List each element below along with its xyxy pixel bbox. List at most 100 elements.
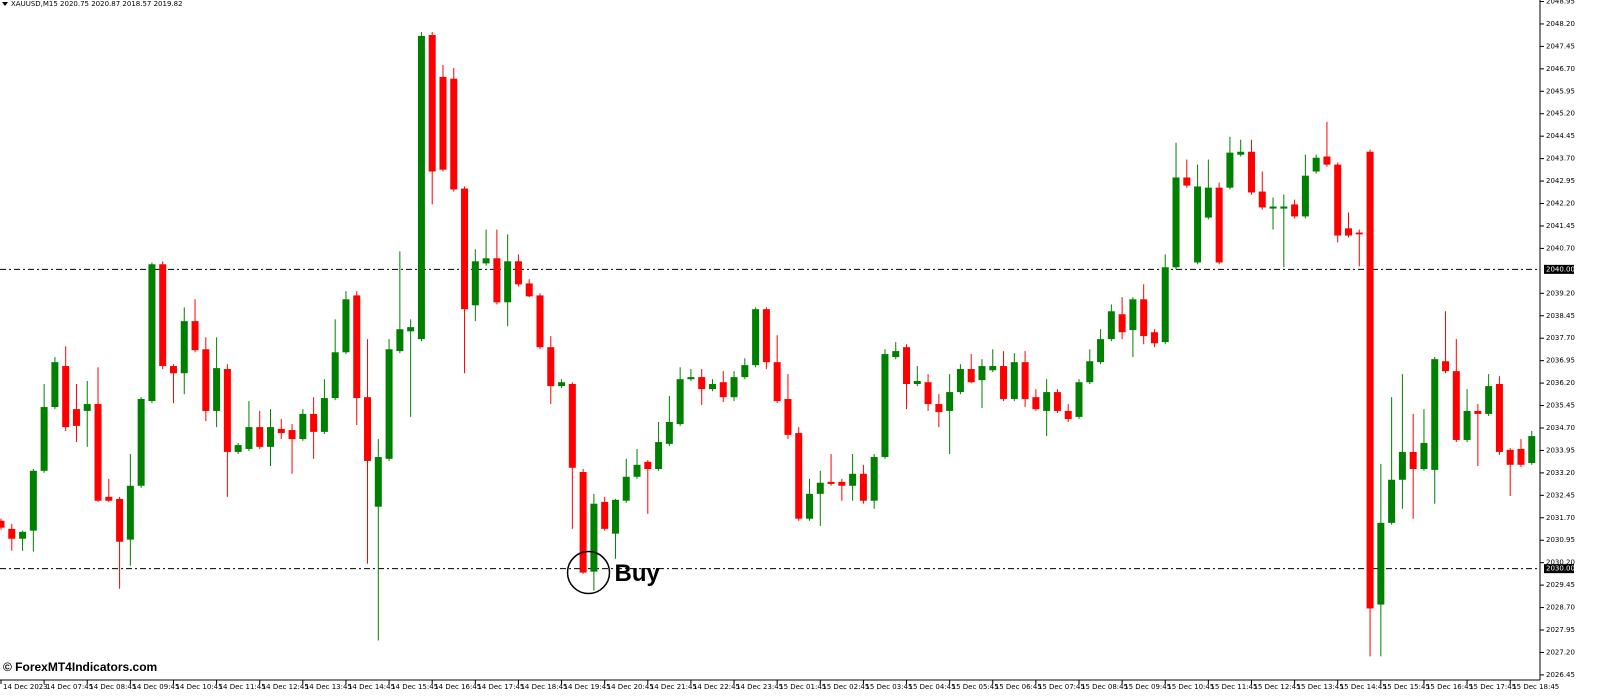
candle-body <box>827 481 835 484</box>
candle-body <box>1000 366 1008 399</box>
candle-body <box>676 379 684 425</box>
candle-body <box>989 366 997 371</box>
candle-body <box>256 427 264 447</box>
candle-body <box>881 354 889 458</box>
candle-body <box>1452 371 1460 440</box>
y-tick-label: 2039.20 <box>1546 289 1575 297</box>
y-tick-label: 2043.70 <box>1546 155 1575 163</box>
x-tick-label: 15 Dec 16:45 <box>1426 683 1473 691</box>
candle-body <box>773 362 781 402</box>
candle-body <box>547 347 555 387</box>
candle-body <box>1495 383 1503 452</box>
candle-body <box>1097 339 1105 363</box>
candle-body <box>1377 522 1385 605</box>
y-tick-label: 2034.70 <box>1546 424 1575 432</box>
candle-body <box>94 404 102 501</box>
candle-body <box>223 369 231 452</box>
x-tick-label: 14 Dec 23:45 <box>736 683 783 691</box>
candle-body <box>633 464 641 477</box>
candle-body <box>611 499 619 534</box>
candle-body <box>331 352 339 399</box>
candle-body <box>1431 359 1439 470</box>
y-tick-label: 2045.95 <box>1546 87 1575 95</box>
x-tick-label: 15 Dec 01:45 <box>779 683 826 691</box>
candle-body <box>1355 232 1363 235</box>
candle-body <box>1334 164 1342 236</box>
candle-body <box>245 427 253 449</box>
candle-body <box>1086 361 1094 383</box>
candle-body <box>1301 175 1309 217</box>
price-label: 2040.00 <box>1546 265 1575 273</box>
candle-body <box>1258 191 1266 208</box>
y-tick-label: 2027.95 <box>1546 626 1575 634</box>
candle-body <box>536 295 544 348</box>
y-tick-label: 2047.45 <box>1546 42 1575 50</box>
candle-body <box>795 433 803 519</box>
x-tick-label: 14 Dec 13:45 <box>305 683 352 691</box>
x-tick-label: 15 Dec 09:45 <box>1124 683 1171 691</box>
x-tick-label: 14 Dec 21:45 <box>650 683 697 691</box>
candle-body <box>784 398 792 435</box>
candle-body <box>558 382 566 387</box>
x-tick-label: 14 Dec 20:45 <box>607 683 654 691</box>
candle-body <box>1183 177 1191 186</box>
annotation-text: Buy <box>615 560 661 587</box>
candle-body <box>1140 299 1148 337</box>
x-tick-label: 15 Dec 10:45 <box>1167 683 1214 691</box>
x-tick-label: 14 Dec 10:45 <box>175 683 222 691</box>
x-tick-label: 14 Dec 09:45 <box>132 683 179 691</box>
x-tick-label: 14 Dec 14:45 <box>348 683 395 691</box>
candle-body <box>116 498 124 542</box>
x-tick-label: 14 Dec 12:45 <box>262 683 309 691</box>
y-tick-label: 2028.70 <box>1546 604 1575 612</box>
candle-body <box>1366 151 1374 609</box>
candle-body <box>461 188 469 310</box>
candle-body <box>601 501 609 529</box>
candle-body <box>1528 436 1536 464</box>
y-tick-label: 2038.45 <box>1546 312 1575 320</box>
x-tick-label: 14 Dec 17:45 <box>477 683 524 691</box>
candle-body <box>62 366 70 428</box>
candle-body <box>493 258 501 303</box>
y-tick-label: 2026.45 <box>1546 671 1575 679</box>
candle-body <box>698 377 706 390</box>
candle-body <box>482 258 490 264</box>
annotation-circle <box>566 550 611 595</box>
candle-body <box>288 430 296 440</box>
candle-body <box>364 397 372 461</box>
candle-body <box>126 485 134 540</box>
candle-body <box>1442 361 1450 372</box>
y-tick-label: 2031.70 <box>1546 514 1575 522</box>
candle-body <box>374 457 382 507</box>
y-tick-label: 2036.20 <box>1546 379 1575 387</box>
candle-body <box>752 309 760 366</box>
candle-body <box>525 283 533 297</box>
y-tick-label: 2041.45 <box>1546 222 1575 230</box>
x-tick-label: 14 Dec 22:45 <box>693 683 740 691</box>
candle-body <box>105 496 113 501</box>
chart-title: XAUUSD,M15 2020.75 2020.87 2018.57 2019.… <box>11 0 183 8</box>
candle-body <box>568 383 576 468</box>
x-tick-label: 15 Dec 12:45 <box>1253 683 1300 691</box>
candle-body <box>1226 152 1234 188</box>
candle-body <box>1517 448 1525 465</box>
candle-body <box>83 404 91 411</box>
candle-body <box>72 409 80 426</box>
candle-body <box>946 392 954 411</box>
candle-body <box>1172 177 1180 268</box>
candle-body <box>1010 362 1018 399</box>
x-tick-label: 15 Dec 17:45 <box>1469 683 1516 691</box>
candle-body <box>1215 187 1223 263</box>
x-tick-label: 15 Dec 02:45 <box>822 683 869 691</box>
y-tick-label: 2044.45 <box>1546 132 1575 140</box>
y-tick-label: 2042.20 <box>1546 200 1575 208</box>
y-tick-label: 2042.95 <box>1546 177 1575 185</box>
y-tick-label: 2033.95 <box>1546 446 1575 454</box>
candle-body <box>514 261 522 285</box>
candle-body <box>1118 314 1126 333</box>
y-tick-label: 2029.45 <box>1546 581 1575 589</box>
candle-body <box>935 404 943 413</box>
x-tick-label: 14 Dec 2023 <box>3 683 48 691</box>
x-tick-label: 15 Dec 14:45 <box>1340 683 1387 691</box>
